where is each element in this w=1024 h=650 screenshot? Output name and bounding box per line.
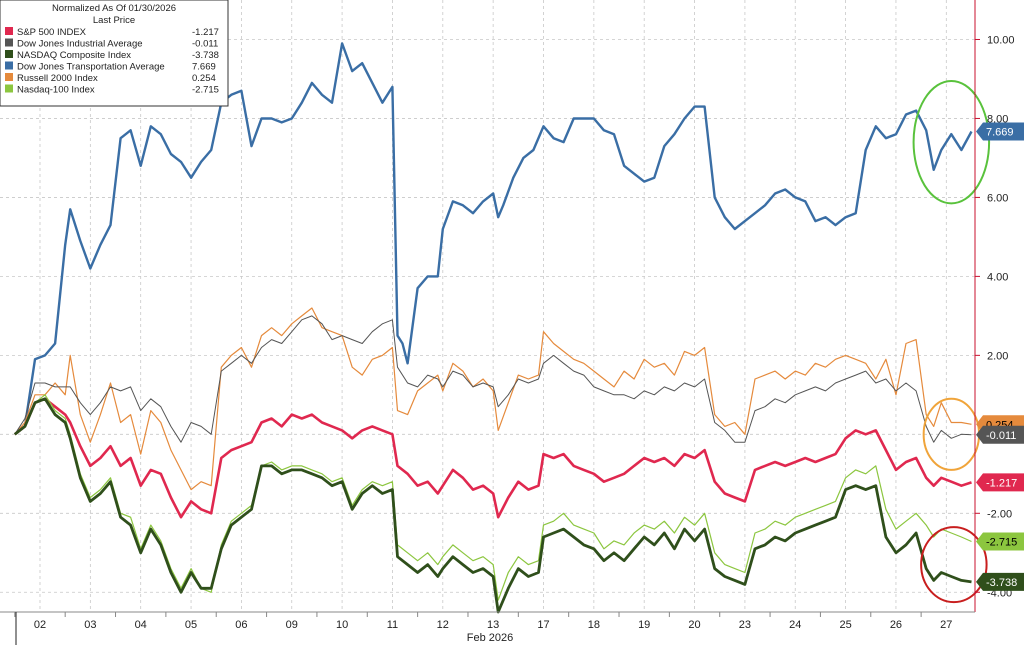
legend-entry: NASDAQ Composite Index -3.738 [5,50,219,61]
x-tick-label: 05 [185,619,197,631]
x-tick-label: 04 [135,619,147,631]
legend-series-value: -2.715 [192,85,219,96]
x-tick-label: 11 [387,619,398,631]
badge-value: 7.669 [986,127,1014,139]
x-tick-label: 03 [84,619,96,631]
y-tick-label: -2.00 [987,508,1012,520]
y-tick-label: 6.00 [987,192,1008,204]
x-tick-label: 09 [286,619,298,631]
legend-swatch [5,73,13,81]
last-value-badge-nasdaq-100-index: -2.715 [976,532,1024,551]
y-tick-label: 10.00 [987,34,1015,46]
series-line-s-p-500-index [13,397,972,519]
y-axis: 10.008.006.004.002.00-2.00-4.00 [975,34,1015,599]
last-value-badge-s-p-500-index: -1.217 [976,473,1024,492]
badge-background [976,425,1024,444]
legend-swatch [5,61,13,70]
x-tick-label: 06 [235,619,247,631]
legend-series-value: 7.669 [192,62,216,73]
badge-background [976,532,1024,551]
x-tick-label: 18 [588,619,600,631]
legend-series-value: -1.217 [192,27,219,38]
legend-entry: S&P 500 INDEX -1.217 [5,27,219,38]
y-tick-label: 4.00 [987,271,1008,283]
x-tick-label: 26 [890,619,902,631]
y-tick-label: 2.00 [987,350,1008,362]
x-axis-month-label: Feb 2026 [467,632,513,644]
x-tick-label: 24 [789,619,801,631]
legend: Normalized As Of 01/30/2026 Last Price S… [0,0,229,107]
x-axis: 02 03 04 05 06 09 10 11 12 13 17 18 19 20 23 24 25 26 27 [14,612,952,645]
legend-swatch [5,27,13,35]
legend-series-name: NASDAQ Composite Index [17,50,131,61]
legend-series-value: 0.254 [192,73,216,84]
x-tick-label: 13 [487,619,499,631]
x-tick-label: 02 [34,619,46,631]
annotation-ellipse [912,79,991,205]
x-tick-label: 23 [739,619,751,631]
y-tick-label: 8.00 [987,113,1008,125]
legend-series-name: Nasdaq-100 Index [17,85,95,96]
legend-series-name: Russell 2000 Index [17,73,98,84]
legend-entry: Nasdaq-100 Index -2.715 [5,84,219,96]
x-tick-label: 17 [537,619,549,631]
annotation-ellipse [920,526,988,604]
last-value-badge-dow-jones-industrial-average: -0.011 [976,425,1024,444]
legend-header-line1: Normalized As Of 01/30/2026 [52,3,176,14]
series-line-nasdaq-100-index [14,394,972,601]
badge-value: -3.738 [986,577,1017,589]
badge-value: -1.217 [986,477,1017,489]
x-tick-label: 12 [437,619,449,631]
legend-series-value: -3.738 [192,50,219,61]
badge-value: -2.715 [986,537,1017,549]
legend-swatch [5,50,13,58]
badge-value: -0.011 [986,430,1016,442]
legend-series-name: Dow Jones Transportation Average [17,62,165,73]
series-line-nasdaq-composite-index [13,397,972,614]
grid-lines [0,0,975,612]
legend-series-name: Dow Jones Industrial Average [17,39,143,50]
last-value-badge-nasdaq-composite-index: -3.738 [976,572,1024,591]
legend-header-line2: Last Price [93,15,135,26]
legend-swatch [5,84,13,93]
badge-background [976,122,1024,141]
x-tick-label: 20 [688,619,700,631]
x-tick-label: 19 [638,619,650,631]
legend-entry: Dow Jones Transportation Average 7.669 [5,61,216,73]
x-tick-label: 10 [336,619,348,631]
last-value-badge-dow-jones-transportation-average: 7.669 [976,122,1024,141]
x-tick-label: 25 [839,619,851,631]
series-line-dow-jones-transportation-average [14,42,973,436]
series-line-russell-2000-index [14,307,972,491]
legend-entry: Dow Jones Industrial Average -0.011 [5,38,218,50]
legend-entry: Russell 2000 Index 0.254 [5,73,216,84]
legend-swatch [5,38,13,47]
legend-box [0,0,229,107]
legend-series-value: -0.011 [192,39,218,50]
series-line-dow-jones-industrial-average [14,315,972,443]
badge-background [976,473,1024,492]
badge-background [976,572,1024,591]
x-tick-label: 27 [940,619,952,631]
series-lines [13,42,973,614]
legend-series-name: S&P 500 INDEX [17,27,87,38]
